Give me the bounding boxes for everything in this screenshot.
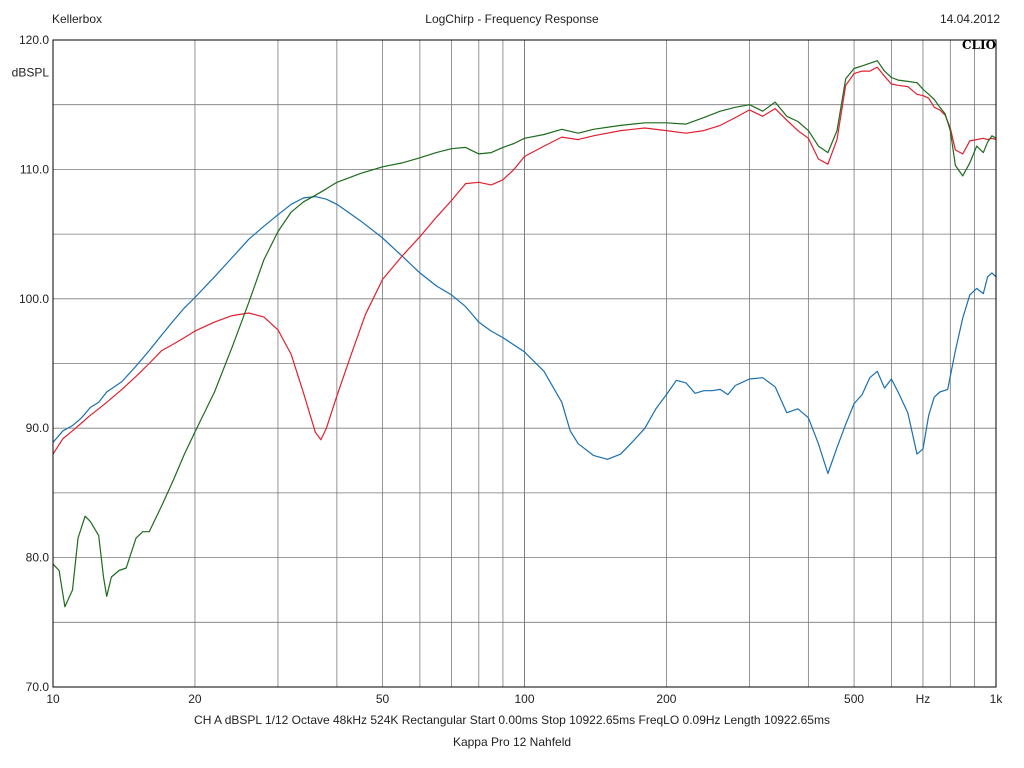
x-tick-label: 1k xyxy=(990,692,1004,706)
y-tick-label: 70.0 xyxy=(26,680,50,694)
x-tick-label: 200 xyxy=(656,692,676,706)
y-tick-label: 110.0 xyxy=(20,162,49,176)
series-line-2 xyxy=(52,66,997,455)
series-group xyxy=(52,60,997,608)
grid xyxy=(53,40,996,687)
chart-title: LogChirp - Frequency Response xyxy=(425,12,599,26)
x-tick-label: 100 xyxy=(514,692,534,706)
x-tick-label: Hz xyxy=(916,692,931,706)
axes xyxy=(52,39,997,688)
x-tick-label: 500 xyxy=(844,692,864,706)
chart-date: 14.04.2012 xyxy=(939,12,1000,26)
y-axis-label: dBSPL xyxy=(12,65,50,79)
x-tick-label: 20 xyxy=(188,692,202,706)
chart-left-title: Kellerbox xyxy=(52,12,103,26)
measurement-settings: CH A dBSPL 1/12 Octave 48kHz 524K Rectan… xyxy=(194,713,830,727)
tick-labels: 120.0 110.0 100.0 90.0 80.0 70.0 dBSPL 10 20 50 10… xyxy=(12,33,1004,706)
y-tick-label: 120.0 xyxy=(19,33,49,47)
x-tick-label: 50 xyxy=(376,692,390,706)
clio-logo: CLIO xyxy=(962,38,997,52)
y-tick-label: 100.0 xyxy=(19,292,49,306)
y-tick-label: 80.0 xyxy=(26,551,50,565)
plot-frame xyxy=(52,39,997,688)
series-line-1 xyxy=(52,196,997,475)
y-tick-label: 90.0 xyxy=(26,421,50,435)
series-line-3 xyxy=(52,60,997,608)
chart-subtitle: Kappa Pro 12 Nahfeld xyxy=(452,735,572,749)
x-tick-label: 10 xyxy=(46,692,60,706)
